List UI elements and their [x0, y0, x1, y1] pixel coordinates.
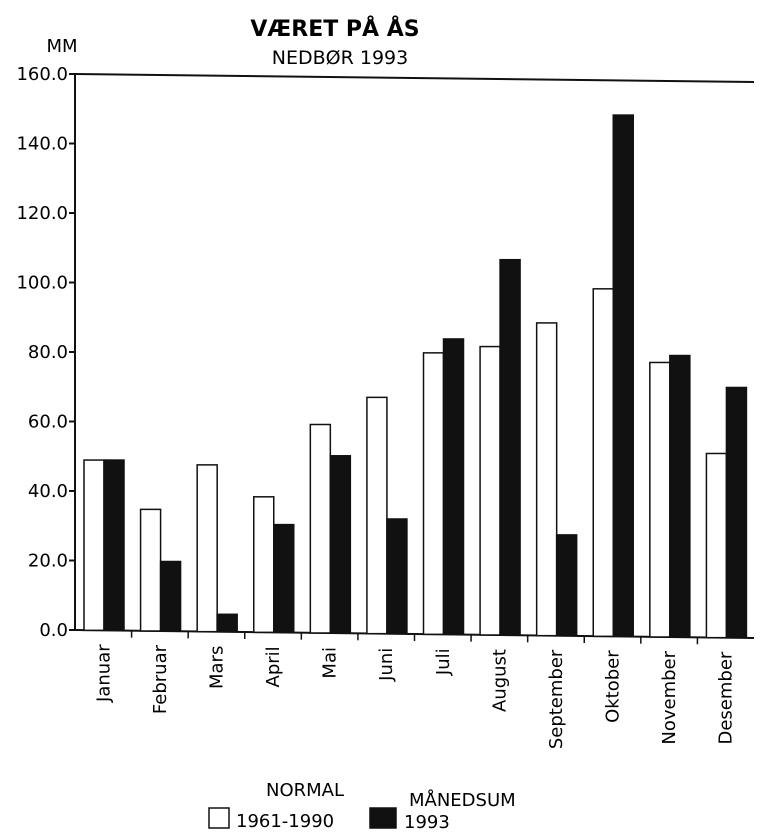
x-tick-label-september: September: [546, 649, 567, 749]
chart-subtitle: NEDBØR 1993: [272, 47, 408, 69]
bars-group: [83, 114, 748, 639]
bar-1993-november: [669, 354, 691, 638]
bar-1993-oktober: [612, 114, 634, 638]
chart-title: VÆRET PÅ ÅS: [250, 16, 419, 42]
y-tick-label: 140.0: [16, 134, 68, 155]
bar-1993-april: [273, 523, 295, 634]
y-tick-label: 0.0: [39, 620, 68, 641]
y-tick-label: 60.0: [28, 412, 68, 433]
bar-normal-januar: [83, 459, 105, 632]
legend: NORMAL 1961-1990 MÅNEDSUM 1993: [208, 780, 516, 833]
legend-normal-swatch: [208, 807, 230, 829]
x-tick-label-november: November: [659, 650, 680, 744]
legend-normal-line1: NORMAL: [266, 780, 344, 801]
y-tick-label: 80.0: [28, 342, 68, 363]
bar-1993-september: [555, 534, 578, 637]
bar-normal-juni: [366, 396, 388, 635]
bar-normal-februar: [139, 508, 162, 632]
bar-1993-juli: [442, 338, 465, 636]
bar-normal-august: [479, 345, 501, 636]
x-tick-label-juni: Juni: [376, 648, 397, 682]
bar-normal-juli: [422, 352, 445, 636]
bar-1993-desember: [725, 386, 748, 639]
bar-1993-januar: [103, 459, 125, 632]
y-tick-label: 20.0: [28, 551, 68, 572]
x-axis-ticks: Januar Februar Mars April Mai Juni Juli August S…: [93, 630, 737, 749]
bar-1993-mai: [329, 455, 352, 634]
bar-normal-mars: [196, 464, 218, 633]
x-tick-label-mars: Mars: [206, 646, 227, 689]
bar-normal-april: [253, 496, 275, 634]
x-tick-label-august: August: [489, 649, 510, 712]
y-tick-label: 40.0: [28, 481, 68, 502]
legend-1993-line2: 1993: [404, 812, 450, 833]
bar-1993-februar: [159, 560, 182, 632]
y-tick-label: 120.0: [16, 203, 68, 224]
x-tick-label-februar: Februar: [150, 644, 171, 714]
top-frame-line: [74, 73, 755, 83]
y-axis-unit-label: MM: [46, 36, 77, 57]
y-axis-ticks: 0.0 20.0 40.0 60.0 80.0 100.0 120.0 140.0 160.0: [16, 64, 75, 641]
x-tick-label-april: April: [263, 646, 284, 687]
legend-1993-swatch: [369, 807, 397, 829]
bar-normal-september: [535, 322, 558, 637]
bar-1993-august: [499, 258, 521, 636]
bar-normal-oktober: [592, 288, 614, 638]
x-tick-label-oktober: Oktober: [603, 650, 624, 723]
legend-1993-line1: MÅNEDSUM: [409, 789, 516, 811]
bar-normal-november: [649, 361, 671, 638]
x-tick-label-mai: Mai: [320, 647, 341, 679]
x-tick-label-desember: Desember: [716, 651, 737, 744]
bar-1993-juni: [386, 518, 408, 635]
legend-normal-line2: 1961-1990: [236, 811, 334, 832]
y-tick-label: 100.0: [16, 273, 68, 294]
bar-normal-mai: [309, 423, 332, 634]
x-tick-label-januar: Januar: [93, 644, 114, 703]
bar-1993-mars: [216, 613, 238, 633]
y-tick-label: 160.0: [16, 64, 68, 85]
bar-normal-desember: [705, 452, 728, 639]
x-tick-label-juli: Juli: [433, 648, 454, 676]
